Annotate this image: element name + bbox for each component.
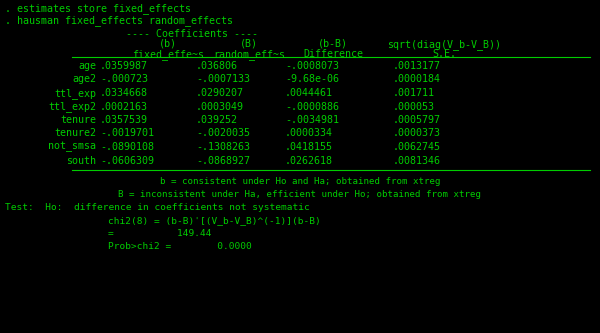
Text: Prob>chi2 =        0.0000: Prob>chi2 = 0.0000 xyxy=(108,242,252,251)
Text: .0005797: .0005797 xyxy=(393,115,441,125)
Text: random_eff~s: random_eff~s xyxy=(213,49,285,60)
Text: .0013177: .0013177 xyxy=(393,61,441,71)
Text: -.0019701: -.0019701 xyxy=(100,129,154,139)
Text: tenure2: tenure2 xyxy=(54,129,96,139)
Text: .0000184: .0000184 xyxy=(393,75,441,85)
Text: . hausman fixed_effects random_effects: . hausman fixed_effects random_effects xyxy=(5,15,233,26)
Text: -.0606309: -.0606309 xyxy=(100,156,154,166)
Text: ttl_exp2: ttl_exp2 xyxy=(48,102,96,113)
Text: .001711: .001711 xyxy=(393,88,435,98)
Text: . estimates store fixed_effects: . estimates store fixed_effects xyxy=(5,3,191,14)
Text: ---- Coefficients ----: ---- Coefficients ---- xyxy=(126,29,258,39)
Text: south: south xyxy=(66,156,96,166)
Text: -.0008073: -.0008073 xyxy=(285,61,339,71)
Text: .039252: .039252 xyxy=(196,115,238,125)
Text: -.0020035: -.0020035 xyxy=(196,129,250,139)
Text: b = consistent under Ho and Ha; obtained from xtreg: b = consistent under Ho and Ha; obtained… xyxy=(160,177,440,186)
Text: .0002163: .0002163 xyxy=(100,102,148,112)
Text: tenure: tenure xyxy=(60,115,96,125)
Text: .0081346: .0081346 xyxy=(393,156,441,166)
Text: age: age xyxy=(78,61,96,71)
Text: B = inconsistent under Ha, efficient under Ho; obtained from xtreg: B = inconsistent under Ha, efficient und… xyxy=(119,190,482,199)
Text: -.1308263: -.1308263 xyxy=(196,142,250,152)
Text: .0062745: .0062745 xyxy=(393,142,441,152)
Text: .036806: .036806 xyxy=(196,61,238,71)
Text: .0418155: .0418155 xyxy=(285,142,333,152)
Text: sqrt(diag(V_b-V_B)): sqrt(diag(V_b-V_B)) xyxy=(387,39,501,50)
Text: .0000334: .0000334 xyxy=(285,129,333,139)
Text: S.E.: S.E. xyxy=(432,49,456,59)
Text: Test:  Ho:  difference in coefficients not systematic: Test: Ho: difference in coefficients not… xyxy=(5,203,310,212)
Text: .000053: .000053 xyxy=(393,102,435,112)
Text: (b-B): (b-B) xyxy=(318,39,348,49)
Text: not_smsa: not_smsa xyxy=(48,142,96,153)
Text: .0290207: .0290207 xyxy=(196,88,244,98)
Text: Difference: Difference xyxy=(303,49,363,59)
Text: (b): (b) xyxy=(159,39,177,49)
Text: (B): (B) xyxy=(240,39,258,49)
Text: =           149.44: = 149.44 xyxy=(108,229,212,238)
Text: -.0868927: -.0868927 xyxy=(196,156,250,166)
Text: -.0034981: -.0034981 xyxy=(285,115,339,125)
Text: age2: age2 xyxy=(72,75,96,85)
Text: .0262618: .0262618 xyxy=(285,156,333,166)
Text: .0334668: .0334668 xyxy=(100,88,148,98)
Text: -.0890108: -.0890108 xyxy=(100,142,154,152)
Text: -.0000886: -.0000886 xyxy=(285,102,339,112)
Text: -9.68e-06: -9.68e-06 xyxy=(285,75,339,85)
Text: fixed_effe~s: fixed_effe~s xyxy=(132,49,204,60)
Text: .0044461: .0044461 xyxy=(285,88,333,98)
Text: .0000373: .0000373 xyxy=(393,129,441,139)
Text: chi2(8) = (b-B)'[(V_b-V_B)^(-1)](b-B): chi2(8) = (b-B)'[(V_b-V_B)^(-1)](b-B) xyxy=(108,216,321,225)
Text: .0003049: .0003049 xyxy=(196,102,244,112)
Text: .0357539: .0357539 xyxy=(100,115,148,125)
Text: -.0007133: -.0007133 xyxy=(196,75,250,85)
Text: ttl_exp: ttl_exp xyxy=(54,88,96,99)
Text: -.000723: -.000723 xyxy=(100,75,148,85)
Text: .0359987: .0359987 xyxy=(100,61,148,71)
